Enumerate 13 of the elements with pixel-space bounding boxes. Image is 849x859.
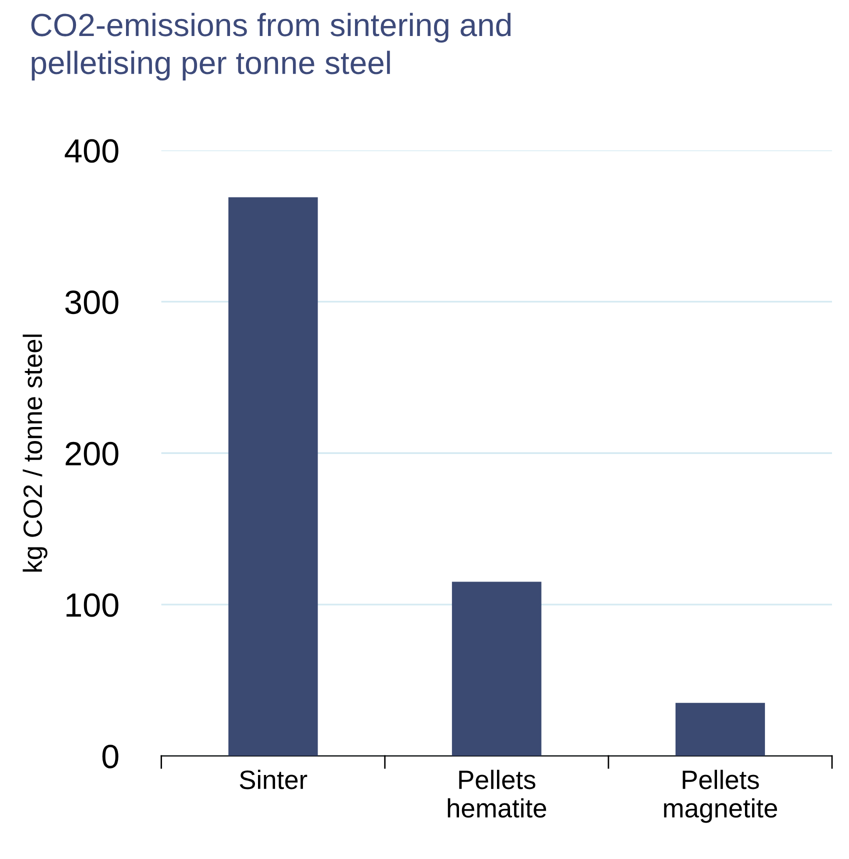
bar [676,702,765,756]
y-tick-label: 200 [66,442,118,466]
bar [228,197,318,756]
y-axis-title: kg CO2 / tonne steel [22,334,48,572]
y-tick-label: 300 [65,290,118,314]
chart-title: CO2-emissions from sintering and pelletising per tonne steel [31,12,511,81]
y-tick-label: 100 [66,593,118,617]
x-tick-label: Pellets hematite [448,770,546,818]
y-tick-label: 400 [64,139,118,163]
x-tick-label: Pellets magnetite [664,770,778,823]
y-tick-label: 0 [102,744,118,768]
bar [452,582,542,756]
x-tick-label: Sinter [240,770,308,790]
